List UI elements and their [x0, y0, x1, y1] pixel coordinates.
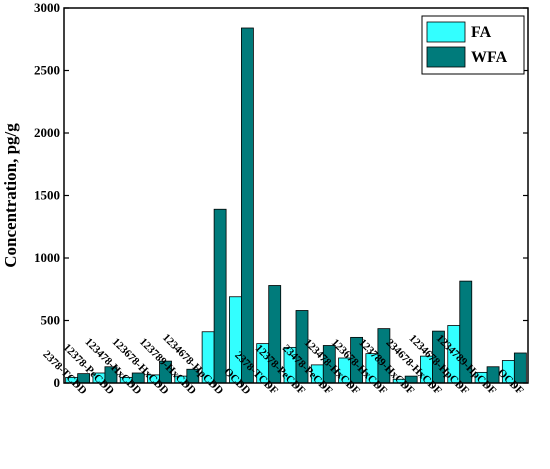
legend-label-wfa: WFA — [471, 49, 508, 66]
bar-wfa-ocdd — [241, 27, 254, 384]
y-tick-label: 2500 — [34, 63, 60, 78]
y-tick-label: 500 — [41, 313, 61, 328]
y-tick-label: 0 — [54, 375, 61, 390]
y-tick-label: 1500 — [34, 188, 60, 203]
legend: FA WFA — [421, 15, 525, 75]
bars-layer — [65, 27, 527, 384]
legend-items: FA WFA — [426, 21, 508, 68]
legend-label-fa: FA — [471, 24, 492, 41]
y-tick-label: 1000 — [34, 250, 60, 265]
y-tick-label: 3000 — [34, 0, 60, 15]
y-tick-label: 2000 — [34, 125, 60, 140]
y-axis-label: Concentration, pg/g — [1, 123, 20, 268]
y-axis: 0 500 1000 1500 2000 2500 3000 — [34, 0, 528, 390]
legend-swatch-fa — [426, 21, 466, 43]
legend-swatch-wfa — [426, 46, 466, 68]
bar-wfa-1234678-hpcdd — [213, 208, 227, 384]
